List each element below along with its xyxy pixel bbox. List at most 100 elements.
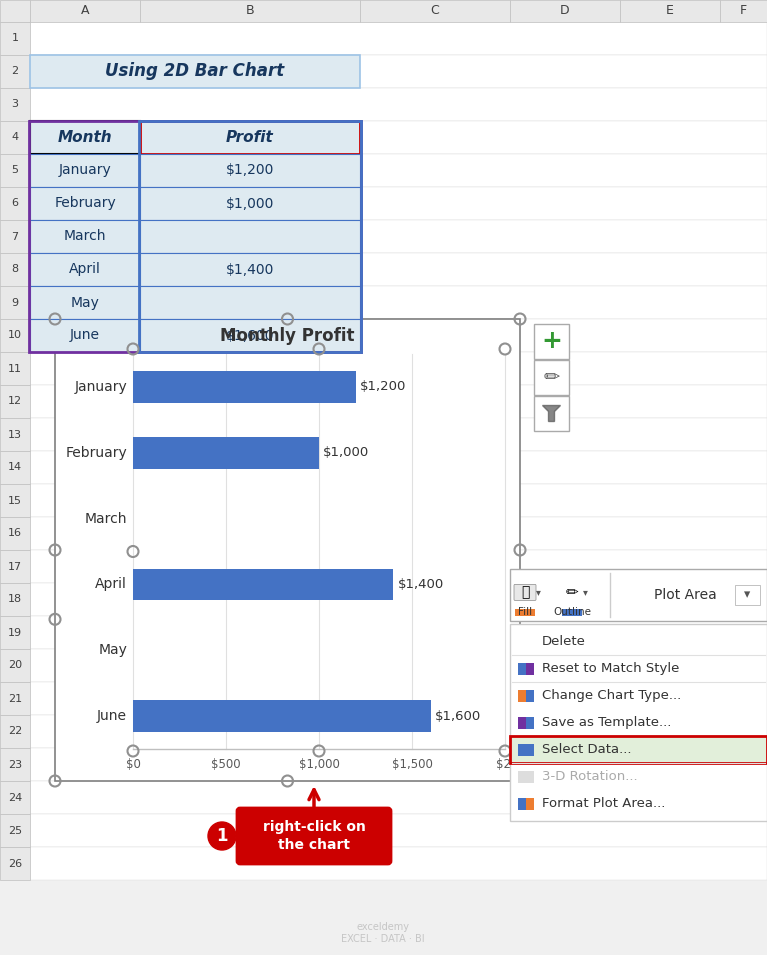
Text: 6: 6 xyxy=(12,199,18,208)
Text: 24: 24 xyxy=(8,793,22,802)
Text: 11: 11 xyxy=(8,364,22,373)
Text: 3-D Rotation...: 3-D Rotation... xyxy=(542,770,637,783)
Text: 15: 15 xyxy=(8,496,22,505)
Text: 12: 12 xyxy=(8,396,22,407)
Text: May: May xyxy=(98,644,127,657)
Text: Using 2D Bar Chart: Using 2D Bar Chart xyxy=(105,62,285,80)
Polygon shape xyxy=(542,406,561,421)
Text: 25: 25 xyxy=(8,825,22,836)
Text: Save as Template...: Save as Template... xyxy=(542,716,671,729)
Text: $0: $0 xyxy=(126,758,140,771)
Text: Profit: Profit xyxy=(226,130,274,145)
Bar xyxy=(30,550,767,583)
Bar xyxy=(510,0,620,22)
Bar xyxy=(0,253,30,286)
Bar xyxy=(140,154,360,187)
Text: $1,500: $1,500 xyxy=(392,758,433,771)
Bar xyxy=(30,55,360,88)
Bar xyxy=(30,253,140,286)
Bar xyxy=(518,797,526,810)
Bar xyxy=(510,624,767,821)
Bar xyxy=(526,797,534,810)
Bar xyxy=(0,814,30,847)
Bar xyxy=(0,583,30,616)
Bar xyxy=(526,716,534,729)
Text: Format Plot Area...: Format Plot Area... xyxy=(542,797,666,810)
Bar xyxy=(30,748,767,781)
Bar xyxy=(0,22,30,55)
Bar xyxy=(0,319,30,352)
Text: +: + xyxy=(541,329,562,353)
Text: May: May xyxy=(71,295,100,309)
Text: right-click on
the chart: right-click on the chart xyxy=(262,819,365,852)
Bar xyxy=(30,781,767,814)
Text: A: A xyxy=(81,5,89,17)
Bar xyxy=(30,22,767,55)
Bar xyxy=(133,437,319,469)
Text: April: April xyxy=(95,578,127,591)
Bar xyxy=(510,736,767,763)
Text: 18: 18 xyxy=(8,595,22,605)
Text: $1,200: $1,200 xyxy=(225,163,274,178)
Text: Fill: Fill xyxy=(518,606,532,617)
Bar xyxy=(30,814,767,847)
Bar xyxy=(30,286,767,319)
Bar xyxy=(30,583,767,616)
Bar xyxy=(30,517,767,550)
Bar xyxy=(518,663,526,674)
FancyBboxPatch shape xyxy=(514,584,536,601)
Bar xyxy=(0,0,30,22)
Bar xyxy=(140,220,360,253)
Bar xyxy=(140,253,360,286)
Bar xyxy=(0,748,30,781)
Text: Month: Month xyxy=(58,130,112,145)
Bar xyxy=(139,121,361,352)
Text: Reset to Match Style: Reset to Match Style xyxy=(542,662,680,675)
Bar xyxy=(0,682,30,715)
Bar xyxy=(0,649,30,682)
FancyBboxPatch shape xyxy=(534,396,569,431)
Text: 20: 20 xyxy=(8,661,22,670)
Bar xyxy=(29,121,361,352)
Bar xyxy=(0,187,30,220)
Bar xyxy=(30,352,767,385)
Bar xyxy=(0,220,30,253)
Bar xyxy=(0,88,30,121)
Bar xyxy=(360,0,510,22)
Bar xyxy=(0,286,30,319)
Text: exceldemy
EXCEL · DATA · BI: exceldemy EXCEL · DATA · BI xyxy=(341,923,425,944)
Text: January: January xyxy=(74,380,127,393)
Text: 🪣: 🪣 xyxy=(521,585,529,600)
Bar xyxy=(30,154,140,187)
Bar xyxy=(510,736,767,763)
Text: 23: 23 xyxy=(8,759,22,770)
Bar xyxy=(0,484,30,517)
Bar xyxy=(0,451,30,484)
Text: June: June xyxy=(70,329,100,343)
Text: 1: 1 xyxy=(12,33,18,44)
Bar xyxy=(140,0,360,22)
Bar xyxy=(133,371,356,403)
Text: ✏: ✏ xyxy=(543,368,560,387)
Bar xyxy=(0,55,30,88)
Bar xyxy=(30,286,140,319)
Bar xyxy=(518,744,526,755)
Text: February: February xyxy=(65,446,127,459)
Bar xyxy=(510,569,767,621)
Bar xyxy=(0,781,30,814)
Bar xyxy=(30,55,767,88)
Bar xyxy=(0,154,30,187)
Circle shape xyxy=(208,822,236,850)
Bar xyxy=(30,682,767,715)
Text: 26: 26 xyxy=(8,859,22,868)
Bar xyxy=(140,187,360,220)
Text: $1,600: $1,600 xyxy=(435,710,481,723)
Bar xyxy=(30,187,140,220)
Text: B: B xyxy=(245,5,255,17)
Bar xyxy=(518,690,526,702)
Text: Plot Area: Plot Area xyxy=(653,588,716,602)
Text: June: June xyxy=(97,709,127,723)
Bar xyxy=(30,484,767,517)
Bar xyxy=(0,121,30,154)
Bar xyxy=(140,286,360,319)
